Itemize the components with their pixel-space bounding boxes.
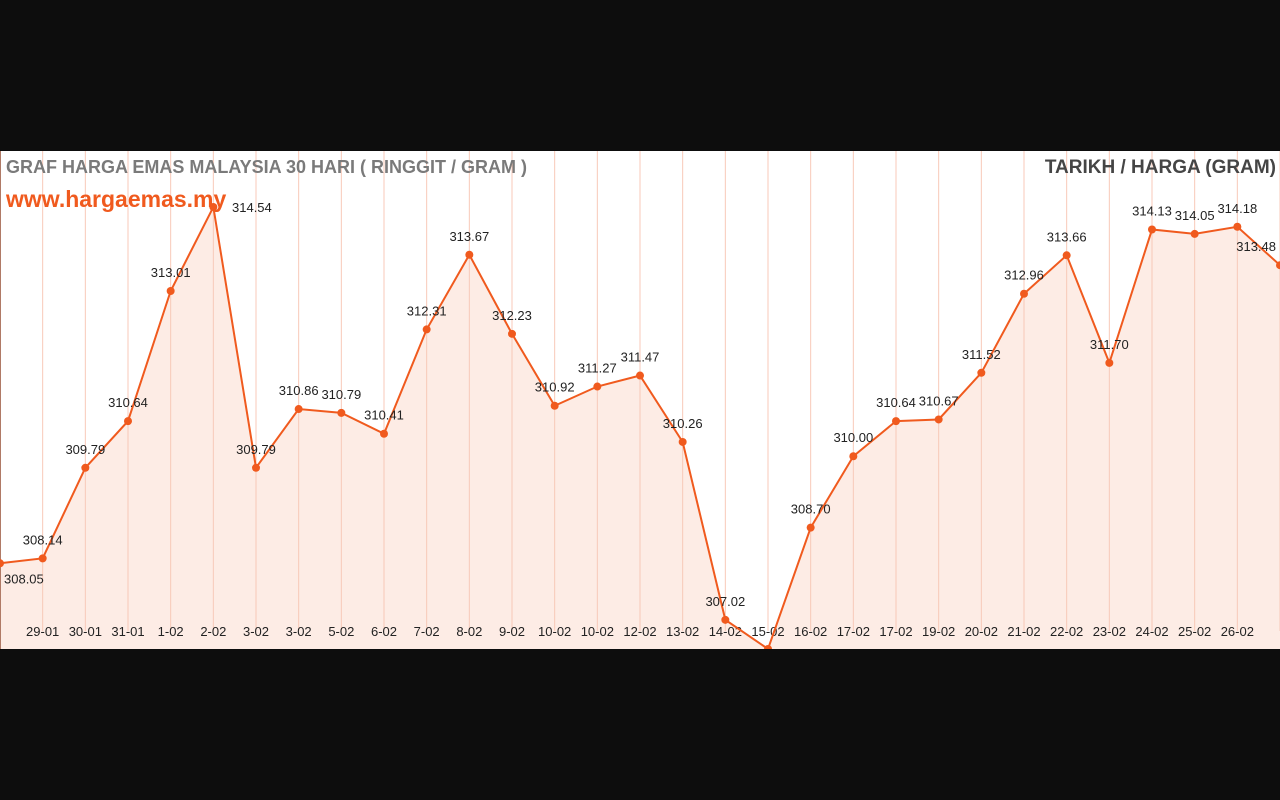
x-tick-label: 26-02	[1221, 624, 1254, 639]
data-label: 310.26	[663, 416, 703, 431]
data-label: 307.02	[705, 594, 745, 609]
x-tick-label: 30-01	[69, 624, 102, 639]
x-tick-label: 1-02	[158, 624, 184, 639]
data-label: 313.48	[1236, 239, 1276, 254]
data-point	[1190, 229, 1199, 238]
data-point	[1276, 261, 1280, 270]
data-point	[1233, 222, 1242, 231]
x-tick-label: 6-02	[371, 624, 397, 639]
x-tick-label: 21-02	[1007, 624, 1040, 639]
x-tick-label: 14-02	[709, 624, 742, 639]
data-label: 311.70	[1090, 337, 1129, 352]
data-label: 312.23	[492, 308, 532, 323]
data-label: 310.92	[535, 380, 575, 395]
x-tick-label: 22-02	[1050, 624, 1083, 639]
data-point	[81, 463, 90, 472]
data-point	[1148, 225, 1156, 234]
data-label: 308.14	[23, 532, 63, 547]
x-tick-label: 17-02	[837, 624, 870, 639]
data-point	[764, 644, 772, 649]
data-point	[934, 415, 943, 424]
x-tick-label: 25-02	[1178, 624, 1211, 639]
x-tick-label: 31-01	[111, 624, 144, 639]
data-point	[1105, 358, 1114, 367]
chart-title: GRAF HARGA EMAS MALAYSIA 30 HARI ( RINGG…	[6, 157, 528, 177]
data-label: 314.13	[1132, 204, 1172, 219]
chart-legend: TARIKH / HARGA (GRAM)	[1044, 157, 1276, 178]
data-label: 309.79	[65, 442, 105, 457]
data-label: 312.96	[1004, 268, 1044, 283]
data-label: 312.31	[407, 303, 447, 318]
data-label: 308.05	[4, 571, 44, 586]
data-label: 311.47	[621, 350, 660, 365]
data-point	[209, 203, 218, 211]
x-tick-label: 15-02	[751, 624, 784, 639]
data-label: 310.86	[279, 383, 319, 398]
data-label: 311.52	[962, 347, 1001, 362]
gold-price-chart: 29-01 30-01 31-01 1-02 2-02 3-02 3-02 5-02 6-02 7…	[0, 151, 1280, 649]
data-point	[1062, 251, 1071, 260]
x-tick-label: 13-02	[666, 624, 699, 639]
x-tick-label: 29-01	[26, 624, 59, 639]
x-tick-label: 10-02	[581, 624, 614, 639]
x-tick-label: 2-02	[200, 624, 226, 639]
x-tick-label: 17-02	[879, 624, 912, 639]
data-label: 314.54	[232, 200, 272, 215]
x-tick-label: 7-02	[414, 624, 440, 639]
data-label: 310.67	[919, 393, 959, 408]
data-point	[593, 382, 602, 391]
data-point	[636, 371, 644, 380]
data-point	[166, 286, 175, 295]
data-label: 311.27	[578, 361, 617, 376]
data-point	[1020, 289, 1028, 298]
x-tick-label: 3-02	[286, 624, 312, 639]
data-point	[721, 615, 730, 624]
x-tick-label: 5-02	[328, 624, 354, 639]
data-point	[380, 429, 388, 438]
x-tick-label: 24-02	[1135, 624, 1168, 639]
x-tick-label: 19-02	[922, 624, 955, 639]
data-point	[337, 408, 346, 417]
x-tick-label: 16-02	[794, 624, 827, 639]
x-tick-label: 20-02	[965, 624, 998, 639]
data-label: 313.01	[151, 265, 191, 280]
data-label: 310.79	[321, 387, 361, 402]
x-tick-label: 3-02	[243, 624, 269, 639]
chart-panel: 29-01 30-01 31-01 1-02 2-02 3-02 3-02 5-02 6-02 7…	[0, 151, 1280, 649]
data-point	[892, 417, 900, 426]
data-point	[678, 437, 687, 446]
data-label: 310.41	[364, 408, 404, 423]
x-tick-label: 12-02	[623, 624, 656, 639]
data-point	[422, 325, 431, 334]
data-point	[252, 463, 260, 472]
data-label: 310.00	[833, 430, 873, 445]
data-label: 314.18	[1217, 201, 1257, 216]
x-tick-label: 10-02	[538, 624, 571, 639]
data-point	[550, 401, 559, 410]
data-label: 313.67	[449, 229, 489, 244]
data-label: 310.64	[876, 395, 916, 410]
data-point	[508, 329, 516, 338]
x-tick-label: 23-02	[1093, 624, 1126, 639]
x-tick-label: 8-02	[456, 624, 482, 639]
data-label: 308.70	[791, 502, 831, 517]
data-point	[294, 405, 303, 414]
data-label: 309.79	[236, 442, 276, 457]
chart-subtitle: www.hargaemas.my	[6, 186, 227, 212]
data-label: 314.05	[1175, 208, 1215, 223]
data-point	[849, 452, 858, 461]
data-point	[806, 523, 815, 532]
data-point	[977, 368, 986, 377]
data-point	[0, 559, 4, 568]
data-label: 313.66	[1047, 229, 1087, 244]
data-point	[38, 554, 47, 563]
x-tick-label: 9-02	[499, 624, 525, 639]
data-point	[124, 417, 132, 426]
data-point	[465, 250, 474, 259]
data-label: 310.64	[108, 395, 148, 410]
